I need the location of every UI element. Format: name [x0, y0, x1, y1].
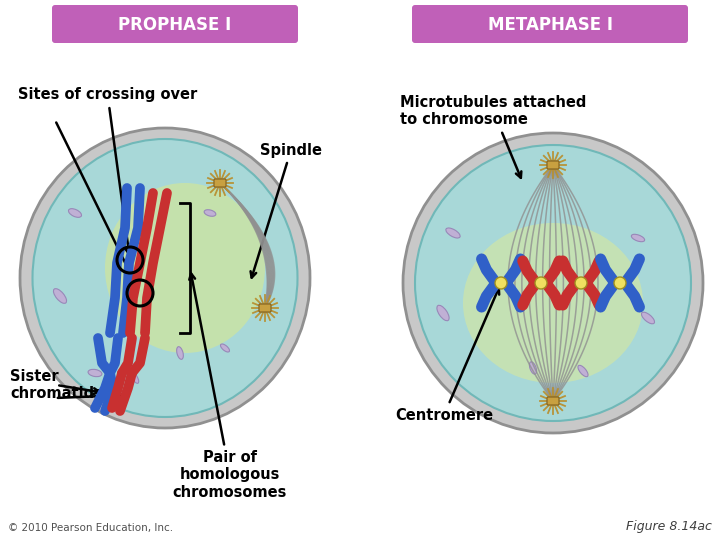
- Ellipse shape: [176, 347, 184, 359]
- Ellipse shape: [68, 208, 81, 217]
- Text: Microtubules attached
to chromosome: Microtubules attached to chromosome: [400, 95, 586, 178]
- Ellipse shape: [578, 365, 588, 377]
- FancyBboxPatch shape: [259, 304, 271, 312]
- Ellipse shape: [631, 234, 644, 242]
- Ellipse shape: [463, 223, 643, 383]
- Text: Pair of
homologous
chromosomes: Pair of homologous chromosomes: [173, 273, 287, 500]
- Text: Spindle: Spindle: [251, 143, 322, 278]
- Text: © 2010 Pearson Education, Inc.: © 2010 Pearson Education, Inc.: [8, 523, 173, 533]
- Text: PROPHASE I: PROPHASE I: [118, 16, 232, 34]
- Ellipse shape: [105, 183, 265, 353]
- FancyBboxPatch shape: [547, 397, 559, 405]
- Ellipse shape: [204, 210, 216, 217]
- Ellipse shape: [446, 228, 460, 238]
- Circle shape: [403, 133, 703, 433]
- Ellipse shape: [20, 128, 310, 428]
- Text: METAPHASE I: METAPHASE I: [487, 16, 613, 34]
- Text: Sister
chromatids: Sister chromatids: [10, 369, 103, 401]
- Ellipse shape: [220, 344, 230, 352]
- FancyBboxPatch shape: [412, 5, 688, 43]
- FancyBboxPatch shape: [52, 5, 298, 43]
- Text: Figure 8.14ac: Figure 8.14ac: [626, 520, 712, 533]
- Circle shape: [614, 277, 626, 289]
- Circle shape: [415, 145, 691, 421]
- Ellipse shape: [88, 369, 102, 377]
- Ellipse shape: [53, 289, 66, 303]
- Ellipse shape: [642, 312, 654, 324]
- Text: Centromere: Centromere: [395, 288, 499, 422]
- Circle shape: [535, 277, 547, 289]
- Ellipse shape: [32, 139, 297, 417]
- Ellipse shape: [437, 305, 449, 321]
- Ellipse shape: [529, 362, 536, 374]
- Text: Sites of crossing over: Sites of crossing over: [18, 87, 197, 254]
- Circle shape: [575, 277, 587, 289]
- FancyBboxPatch shape: [547, 161, 559, 169]
- Circle shape: [495, 277, 507, 289]
- Ellipse shape: [131, 373, 139, 383]
- FancyBboxPatch shape: [214, 179, 226, 187]
